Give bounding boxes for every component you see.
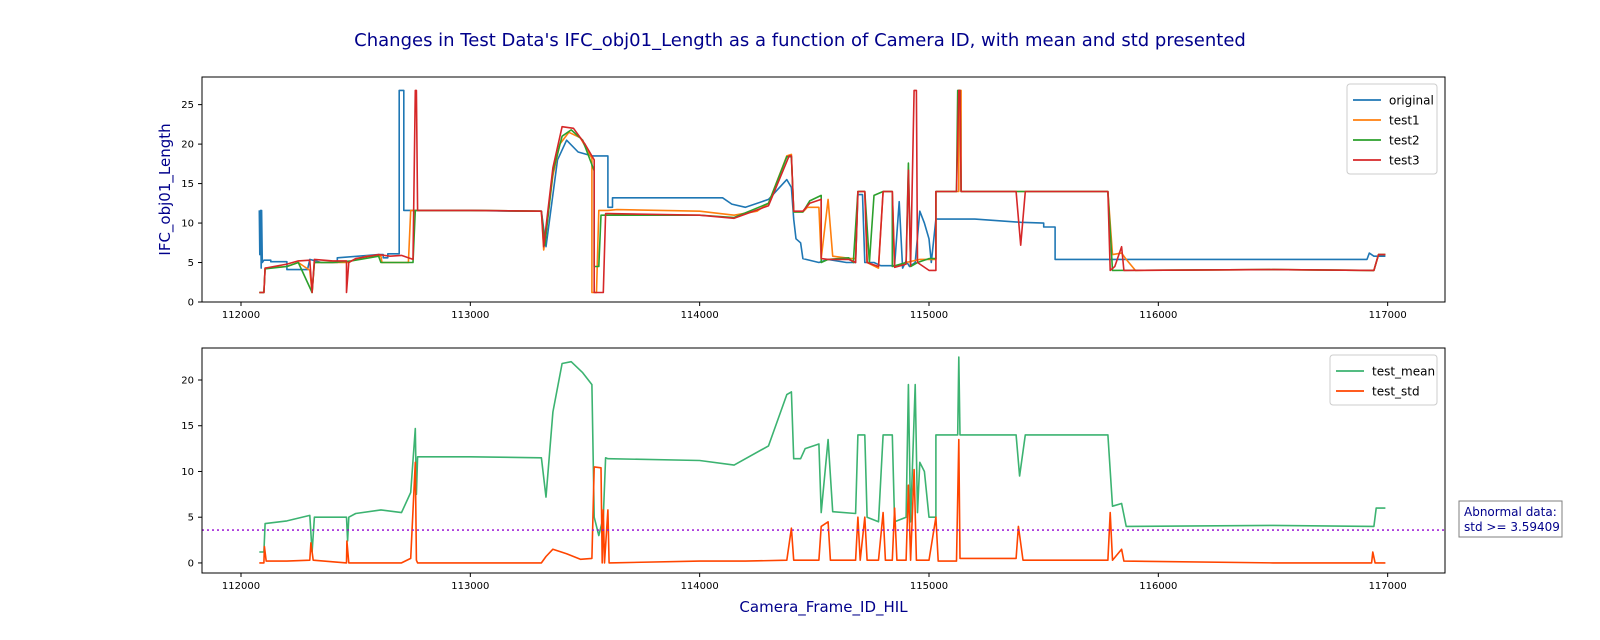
abnormal-note-line1: Abnormal data: (1464, 505, 1557, 519)
legend-label-test2: test2 (1389, 134, 1420, 148)
x-tick-label: 117000 (1369, 581, 1407, 592)
figure-title: Changes in Test Data's IFC_obj01_Length … (354, 30, 1246, 51)
abnormal-note: Abnormal data: std >= 3.59409 (1458, 500, 1563, 538)
x-tick-label: 117000 (1369, 310, 1407, 321)
y-tick-label: 10 (181, 467, 194, 478)
y-tick-label: 15 (181, 421, 194, 432)
x-tick-label: 114000 (681, 581, 719, 592)
legend-box (1346, 83, 1438, 175)
series-line-test_mean (259, 356, 1386, 553)
series-line-test3 (259, 89, 1386, 294)
legend-label-test3: test3 (1389, 154, 1420, 168)
x-tick-label: 113000 (451, 581, 489, 592)
bottom-panel: 112000 113000 114000 115000 116000 117000 0 5 10… (181, 347, 1446, 617)
legend-label-test1: test1 (1389, 114, 1420, 128)
abnormal-note-line2: std >= 3.59409 (1464, 520, 1560, 534)
legend-label-original: original (1389, 94, 1434, 108)
x-axis-label: Camera_Frame_ID_HIL (739, 598, 908, 617)
x-tick-label: 112000 (222, 581, 260, 592)
x-tick-label: 116000 (1139, 581, 1177, 592)
y-tick-label: 0 (188, 558, 194, 569)
x-tick-label: 115000 (910, 310, 948, 321)
series-group (202, 356, 1445, 564)
x-tick-label: 116000 (1139, 310, 1177, 321)
series-line-test_std (259, 438, 1386, 564)
series-group (258, 89, 1386, 294)
x-tick-label: 112000 (222, 310, 260, 321)
y-tick-label: 20 (181, 140, 194, 151)
plot-frame (201, 76, 1446, 303)
y-tick-label: 5 (188, 258, 194, 269)
y-tick-label: 0 (188, 298, 194, 309)
y-tick-label: 10 (181, 219, 194, 230)
legend-box (1329, 354, 1438, 406)
series-line-test2 (259, 89, 1386, 294)
abnormal-note-box (1458, 500, 1563, 538)
x-tick-label: 115000 (910, 581, 948, 592)
y-tick-label: 5 (188, 513, 194, 524)
legend-label-test_std: test_std (1372, 385, 1420, 399)
y-tick-label: 20 (181, 376, 194, 387)
x-tick-label: 113000 (451, 310, 489, 321)
y-axis-label: IFC_obj01_Length (156, 123, 175, 255)
legend-label-test_mean: test_mean (1372, 365, 1435, 379)
plot-frame (201, 347, 1446, 574)
top-panel: 112000 113000 114000 115000 116000 117000 0 5 10… (156, 76, 1446, 321)
y-tick-label: 25 (181, 100, 194, 111)
legend: test_mean test_std (1329, 354, 1438, 406)
x-tick-label: 114000 (681, 310, 719, 321)
legend: original test1 test2 test3 (1346, 83, 1438, 175)
y-tick-label: 15 (181, 179, 194, 190)
